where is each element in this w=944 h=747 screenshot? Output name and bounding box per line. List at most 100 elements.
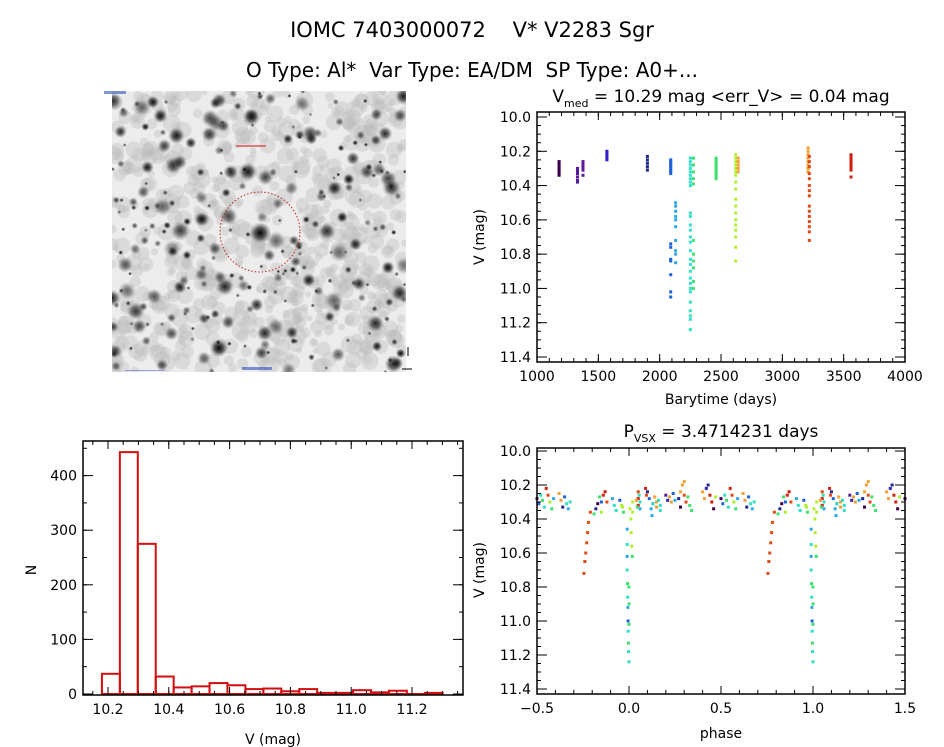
data-point <box>586 531 590 535</box>
background-haze <box>326 268 336 278</box>
data-point <box>811 660 815 664</box>
background-haze <box>374 273 390 289</box>
data-point <box>783 500 787 504</box>
background-haze <box>288 118 301 131</box>
background-haze <box>242 310 257 326</box>
star <box>390 356 404 370</box>
data-point <box>807 177 811 181</box>
data-point <box>842 503 846 507</box>
data-point <box>732 500 736 504</box>
data-point <box>807 172 811 176</box>
background-haze <box>257 132 269 143</box>
data-point <box>671 492 675 495</box>
data-point <box>625 543 629 546</box>
data-point <box>537 502 541 506</box>
background-haze <box>291 307 302 318</box>
star <box>136 185 150 199</box>
background-haze <box>354 117 364 127</box>
background-haze <box>130 114 145 129</box>
background-haze <box>284 115 291 123</box>
star <box>140 160 155 175</box>
star <box>381 260 395 275</box>
background-haze <box>167 184 184 202</box>
star <box>162 189 169 196</box>
background-haze <box>231 232 240 241</box>
data-point <box>559 498 563 502</box>
star <box>243 344 248 349</box>
histogram-bar <box>262 687 283 695</box>
data-point <box>674 261 678 265</box>
background-haze <box>125 155 144 174</box>
background-haze <box>112 224 117 234</box>
background-haze <box>178 330 195 347</box>
background-haze <box>269 181 280 192</box>
background-haze <box>345 351 362 369</box>
data-point <box>674 214 678 218</box>
star <box>238 161 258 182</box>
data-point <box>849 161 853 165</box>
background-haze <box>350 103 364 118</box>
star <box>379 168 385 174</box>
phased-light-curve-plot: PVSX = 3.4714231 days phase V (mag) −0.5… <box>472 422 916 742</box>
data-point <box>734 170 738 174</box>
background-haze <box>358 224 366 232</box>
background-haze <box>348 212 356 221</box>
data-point <box>669 172 673 176</box>
star <box>383 369 388 372</box>
data-point <box>866 493 870 497</box>
data-point <box>771 520 775 524</box>
data-point <box>734 156 738 160</box>
data-point <box>653 495 657 499</box>
background-haze <box>319 164 327 172</box>
star <box>190 326 195 331</box>
data-point <box>810 629 814 633</box>
data-point <box>673 498 677 502</box>
star <box>205 314 211 321</box>
background-haze <box>113 168 126 182</box>
data-point <box>691 177 695 181</box>
data-point <box>806 149 810 153</box>
histogram-xtick-label: 11.0 <box>336 702 367 718</box>
data-point <box>552 497 556 501</box>
star <box>358 198 363 203</box>
star <box>297 251 303 257</box>
background-haze <box>235 197 244 207</box>
star <box>223 164 239 180</box>
star <box>336 172 341 177</box>
phased-ytick-label: 10.4 <box>500 512 531 528</box>
star <box>395 256 406 275</box>
data-point <box>631 500 635 504</box>
data-point <box>809 568 813 572</box>
data-point <box>598 495 602 499</box>
background-haze <box>344 135 352 143</box>
star <box>159 129 167 136</box>
background-haze <box>310 320 325 335</box>
figure-title: IOMC 7403000072 V* V2283 Sgr <box>290 18 654 42</box>
data-point <box>807 184 811 188</box>
star <box>336 211 348 223</box>
data-point <box>605 500 609 504</box>
data-point <box>704 486 708 490</box>
data-point <box>674 225 678 229</box>
light-curve-xtick-label: 2500 <box>703 369 739 385</box>
data-point <box>736 166 740 170</box>
star <box>241 107 261 127</box>
data-point <box>807 220 811 224</box>
star <box>193 211 210 227</box>
background-haze <box>387 98 396 106</box>
data-point <box>809 543 813 546</box>
star <box>293 338 299 344</box>
background-haze <box>222 141 233 152</box>
background-haze <box>211 183 221 193</box>
star <box>394 271 399 277</box>
background-haze <box>234 126 252 144</box>
background-haze <box>234 300 250 315</box>
light-curve-ytick-label: 10.6 <box>500 213 531 229</box>
background-haze <box>252 185 263 197</box>
data-point <box>714 166 718 170</box>
light-curve-ytick-label: 10.4 <box>500 179 531 195</box>
background-haze <box>287 289 304 307</box>
background-haze <box>133 348 148 362</box>
star <box>345 337 351 343</box>
background-haze <box>388 329 397 339</box>
